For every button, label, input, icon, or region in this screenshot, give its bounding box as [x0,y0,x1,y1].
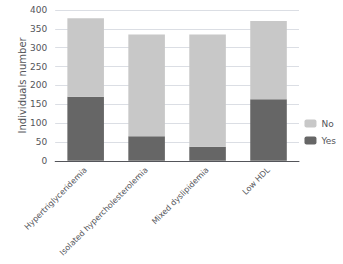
svg-text:150: 150 [30,99,47,109]
svg-text:0: 0 [41,156,47,166]
svg-text:50: 50 [36,137,48,147]
svg-text:350: 350 [30,24,47,34]
svg-text:250: 250 [30,62,47,72]
svg-text:Low HDL: Low HDL [241,165,272,196]
svg-text:400: 400 [30,5,47,15]
svg-text:Isolated hypercholesterolemia: Isolated hypercholesterolemia [58,166,150,258]
svg-text:100: 100 [30,118,47,128]
svg-text:Individuals number: Individuals number [17,36,28,133]
svg-text:Mixed dyslipidemia: Mixed dyslipidemia [150,166,211,227]
svg-text:Yes: Yes [320,136,336,146]
svg-text:No: No [321,119,334,129]
svg-text:200: 200 [30,80,47,90]
svg-text:300: 300 [30,43,47,53]
svg-text:Hypertriglyceridemia: Hypertriglyceridemia [23,166,89,232]
